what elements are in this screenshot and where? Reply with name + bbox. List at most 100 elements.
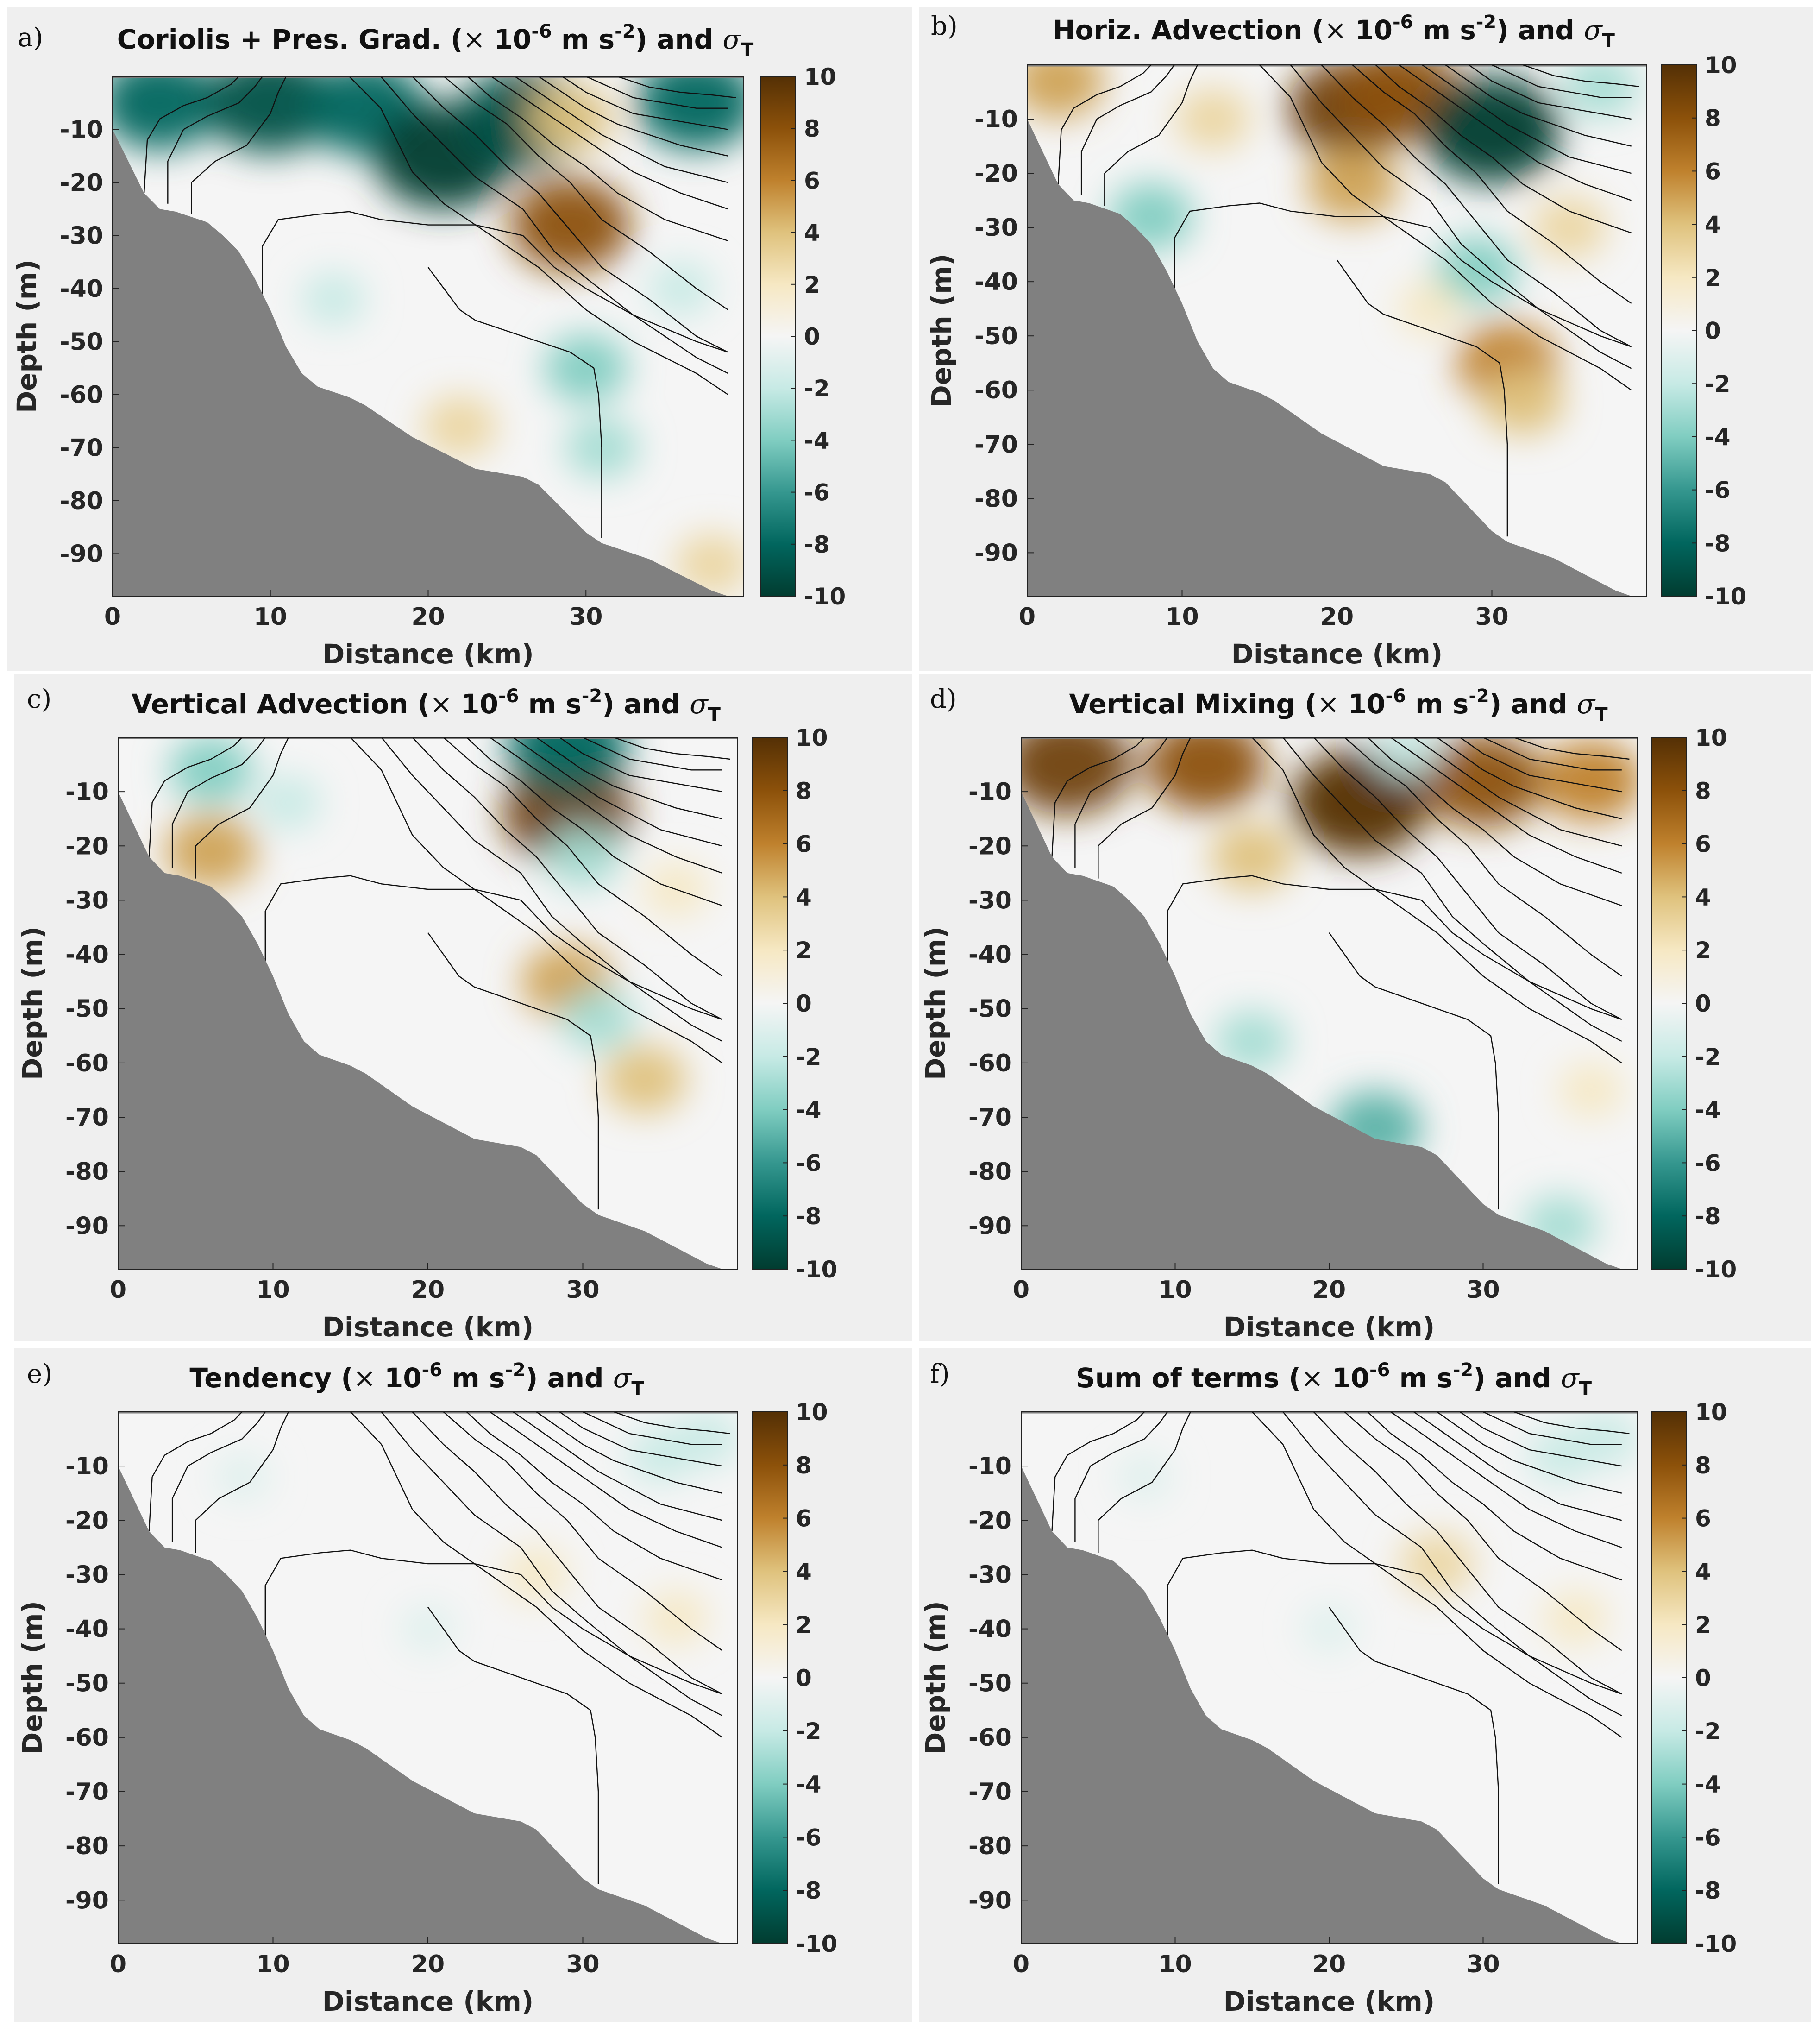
x-tick-label: 20 (1312, 1276, 1346, 1304)
sigma-contours (1057, 65, 1639, 537)
y-tick-label: -10 (65, 1453, 109, 1480)
sigma-contours (148, 737, 730, 1210)
sigma-contour (1174, 202, 1632, 347)
y-axis-label: Depth (m) (11, 259, 43, 413)
x-tick-label: 30 (1475, 603, 1508, 631)
x-tick-label: 10 (1158, 1276, 1192, 1304)
y-tick-label: -70 (968, 1104, 1012, 1132)
sigma-contour (1329, 1607, 1499, 1884)
panel-f: 0 10 20 30-10-20-30-40-50-60-70-80-90Distan… (919, 1348, 1811, 2022)
heatmap-area (1027, 65, 1647, 596)
sigma-contour (467, 76, 728, 242)
panel-label: b) (931, 11, 958, 41)
sigma-contour (1080, 65, 1175, 195)
sigma-contour (582, 1412, 722, 1445)
sigma-contour (1413, 737, 1622, 847)
sigma-contour (350, 1412, 723, 1738)
heatmap-feature (400, 1604, 456, 1653)
sigma-contour (536, 737, 722, 819)
sigma-contour (1390, 737, 1622, 874)
heatmap-feature (544, 334, 628, 402)
y-tick-label: -10 (974, 106, 1018, 133)
colorbar (1651, 737, 1687, 1270)
sigma-contour (466, 737, 722, 906)
colorbar-tick-label: -4 (796, 1771, 822, 1798)
colorbar-tick-label: 0 (1695, 990, 1711, 1017)
sigma-contour (443, 1412, 723, 1651)
heatmap-feature (1423, 737, 1544, 828)
colorbar-tick-label: 10 (796, 1399, 828, 1426)
sigma-contour (1104, 65, 1198, 206)
panel-e: 0 10 20 30-10-20-30-40-50-60-70-80-90Distan… (14, 1348, 912, 2022)
y-tick-label: -60 (968, 1050, 1012, 1077)
sigma-contour (1251, 1412, 1622, 1738)
x-tick-label: 30 (1466, 1950, 1500, 1978)
heatmap-feature (1532, 197, 1607, 258)
sigma-contour (1167, 1549, 1622, 1695)
heatmap-area (1021, 1412, 1637, 1944)
x-tick-label: 0 (1013, 1276, 1029, 1304)
sigma-contour (1251, 737, 1622, 1063)
colorbar-tick-label: 4 (796, 884, 812, 911)
colorbar-tick-label: 8 (1695, 1452, 1711, 1479)
heatmap-feature (113, 76, 220, 150)
sigma-contour (585, 76, 728, 109)
heatmap-feature (169, 737, 253, 804)
x-tick-label: 20 (411, 603, 445, 631)
x-tick-label: 0 (110, 1950, 126, 1978)
panel-label: a) (18, 23, 43, 53)
colorbar-tick-label: 8 (804, 115, 820, 142)
x-tick-label: 30 (566, 1950, 599, 1978)
y-tick-label: -90 (60, 540, 103, 568)
sigma-contour (1491, 65, 1632, 98)
sigma-contour (195, 1412, 289, 1553)
chart-title: Coriolis + Pres. Grad. (× 10-6 m s-2) an… (117, 21, 754, 61)
panel-label: d) (930, 684, 957, 714)
sigma-contour (515, 76, 728, 183)
x-tick-label: 10 (256, 1950, 289, 1978)
heatmap-feature (1027, 65, 1105, 119)
colorbar-tick-label: -6 (796, 1824, 822, 1851)
colorbar-tick-label: -10 (1705, 583, 1746, 610)
heatmap-feature (256, 775, 321, 830)
sigma-contour (1390, 1412, 1622, 1548)
colorbar-tick-label: 6 (1695, 1505, 1711, 1532)
y-tick-label: -50 (968, 1670, 1012, 1698)
sigma-contour (513, 1412, 722, 1521)
x-tick-label: 0 (1019, 603, 1036, 631)
colorbar (1661, 64, 1697, 597)
chart-title: Tendency (× 10-6 m s-2) and σT (189, 1359, 644, 1399)
heatmap-feature (1543, 1591, 1608, 1646)
x-tick-label: 20 (411, 1276, 445, 1304)
heatmap-feature (1558, 1063, 1624, 1118)
x-tick-label: 0 (104, 603, 121, 631)
sigma-contour (1344, 737, 1622, 977)
sigma-contour (1051, 1412, 1145, 1531)
colorbar-tick-label: 4 (1695, 884, 1711, 911)
y-tick-label: -40 (968, 1616, 1012, 1643)
y-tick-label: -20 (974, 160, 1018, 188)
y-tick-label: -70 (968, 1778, 1012, 1806)
sigma-contour (1352, 65, 1632, 304)
y-tick-label: -90 (974, 539, 1018, 567)
colorbar-tick-label: 6 (796, 1505, 812, 1532)
sigma-contour (412, 76, 728, 353)
sigma-contour (582, 737, 722, 771)
sigma-contour (1437, 1412, 1622, 1494)
heatmap-feature (214, 1453, 270, 1501)
sigma-contour (617, 76, 736, 98)
colorbar-tick-label: 8 (796, 1452, 812, 1479)
colorbar-tick-label: -10 (1695, 1931, 1737, 1957)
colorbar-tick-label: -8 (796, 1877, 822, 1904)
colorbar-tick-label: -4 (804, 427, 830, 454)
colorbar-tick-label: 2 (1695, 1611, 1711, 1638)
colorbar-tick-label: 2 (796, 1611, 812, 1638)
sigma-contour (1259, 65, 1632, 391)
x-tick-label: 10 (1165, 603, 1199, 631)
colorbar (752, 1411, 788, 1944)
y-tick-label: -20 (968, 832, 1012, 860)
colorbar-tick-label: -6 (1695, 1150, 1721, 1177)
colorbar (760, 76, 796, 597)
x-tick-label: 30 (1466, 1276, 1500, 1304)
